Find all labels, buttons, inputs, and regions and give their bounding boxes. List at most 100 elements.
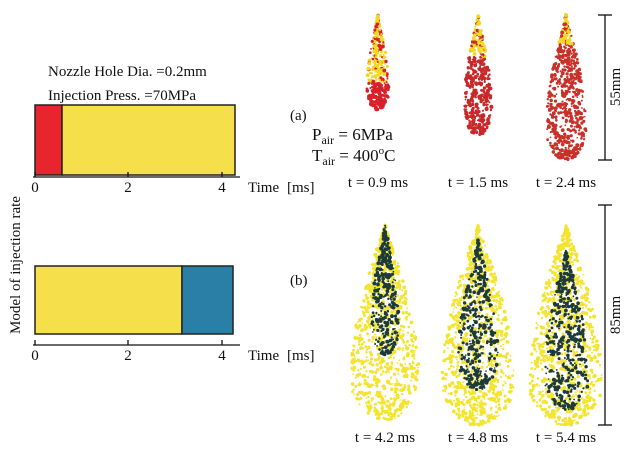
spray-droplet bbox=[567, 41, 571, 45]
spray-droplet bbox=[572, 149, 576, 153]
spray-droplet bbox=[585, 404, 589, 408]
spray-droplet bbox=[564, 60, 568, 64]
spray-droplet bbox=[490, 323, 493, 326]
spray-droplet bbox=[571, 140, 574, 143]
spray-droplet bbox=[543, 359, 546, 362]
spray-droplet bbox=[539, 404, 542, 407]
spray-droplet bbox=[584, 377, 587, 380]
spray-droplet bbox=[547, 293, 550, 296]
spray-droplet bbox=[372, 293, 376, 297]
spray-droplet bbox=[551, 410, 554, 413]
symbol: P bbox=[312, 125, 321, 144]
spray-droplet bbox=[403, 300, 406, 303]
spray-droplet bbox=[593, 342, 595, 344]
spray-droplet bbox=[411, 372, 414, 375]
spray-droplet bbox=[482, 94, 484, 96]
spray-droplet bbox=[359, 334, 362, 337]
spray-droplet bbox=[488, 87, 492, 91]
spray-droplet bbox=[507, 361, 509, 363]
spray-droplet bbox=[572, 376, 574, 378]
tick-label: 2 bbox=[124, 348, 132, 364]
spray-droplet bbox=[469, 310, 471, 312]
spray-droplet bbox=[544, 415, 547, 418]
spray-droplet bbox=[413, 331, 415, 333]
spray-droplet bbox=[474, 257, 476, 259]
spray-droplet bbox=[534, 369, 536, 371]
spray-droplet bbox=[469, 410, 472, 413]
spray-droplet bbox=[562, 233, 566, 237]
spray-droplet bbox=[444, 373, 448, 377]
spray-droplet bbox=[570, 239, 572, 241]
spray-droplet bbox=[497, 398, 500, 401]
spray-droplet bbox=[542, 342, 545, 345]
spray-droplet bbox=[468, 371, 470, 373]
spray-droplet bbox=[378, 279, 381, 282]
spray-droplet bbox=[481, 131, 485, 135]
spray-droplet bbox=[557, 111, 560, 114]
spray-droplet bbox=[547, 102, 549, 104]
spray-droplet bbox=[566, 99, 568, 101]
spray-droplet bbox=[484, 283, 487, 286]
spray-droplet bbox=[482, 337, 484, 339]
spray-droplet bbox=[477, 76, 479, 78]
spray-droplet bbox=[596, 380, 598, 382]
spray-droplet bbox=[577, 290, 580, 293]
spray-droplet bbox=[374, 290, 376, 292]
subscript: air bbox=[321, 133, 334, 147]
spray-droplet bbox=[554, 420, 557, 423]
spray-droplet bbox=[475, 84, 477, 86]
spray-droplet bbox=[414, 350, 416, 352]
spray-droplet bbox=[449, 338, 453, 342]
spray-droplet bbox=[383, 66, 385, 68]
spray-droplet bbox=[482, 99, 484, 101]
spray-droplet bbox=[481, 120, 483, 122]
spray-droplet bbox=[487, 117, 489, 119]
spray-droplet bbox=[371, 105, 373, 107]
spray-droplet bbox=[447, 348, 449, 350]
spray-droplet bbox=[473, 44, 476, 47]
spray-droplet bbox=[405, 373, 409, 377]
spray-droplet bbox=[550, 392, 553, 395]
spray-droplet bbox=[477, 245, 480, 248]
spray-droplet bbox=[388, 250, 391, 253]
spray-droplet bbox=[550, 335, 553, 338]
spray-droplet bbox=[367, 67, 371, 71]
spray-droplet bbox=[448, 327, 451, 330]
spray-droplet bbox=[412, 344, 415, 347]
spray-droplet bbox=[565, 147, 567, 149]
spray-droplet bbox=[471, 327, 474, 330]
spray-droplet bbox=[410, 333, 414, 337]
spray-droplet bbox=[451, 354, 455, 358]
spray-droplet bbox=[535, 351, 537, 353]
spray-droplet bbox=[381, 410, 385, 414]
spray-droplet bbox=[535, 327, 538, 330]
spray-droplet bbox=[472, 332, 476, 336]
spray-droplet bbox=[556, 252, 558, 254]
spray-droplet bbox=[566, 76, 568, 78]
spray-droplet bbox=[490, 333, 492, 335]
spray-droplet bbox=[490, 330, 493, 333]
spray-droplet bbox=[373, 375, 376, 378]
spray-droplet bbox=[378, 392, 381, 395]
spray-droplet bbox=[467, 267, 471, 271]
spray-droplet bbox=[375, 371, 378, 374]
spray-droplet bbox=[494, 393, 498, 397]
spray-droplet bbox=[478, 323, 480, 325]
spray-droplet bbox=[457, 361, 460, 364]
spray-droplet bbox=[405, 401, 409, 405]
spray-droplet bbox=[411, 340, 414, 343]
spray-droplet bbox=[476, 228, 479, 231]
spray-droplet bbox=[575, 392, 577, 394]
spray-droplet bbox=[381, 45, 385, 49]
spray-droplet bbox=[367, 78, 370, 81]
spray-droplet bbox=[562, 83, 564, 85]
spray-droplet bbox=[368, 392, 370, 394]
spray-droplet bbox=[407, 332, 409, 334]
spray-droplet bbox=[479, 368, 481, 370]
spray-droplet bbox=[589, 378, 591, 380]
spray-droplet bbox=[505, 404, 507, 406]
spray-droplet bbox=[581, 107, 583, 109]
spray-droplet bbox=[548, 105, 550, 107]
spray-droplet bbox=[443, 343, 446, 346]
spray-droplet bbox=[531, 380, 534, 383]
